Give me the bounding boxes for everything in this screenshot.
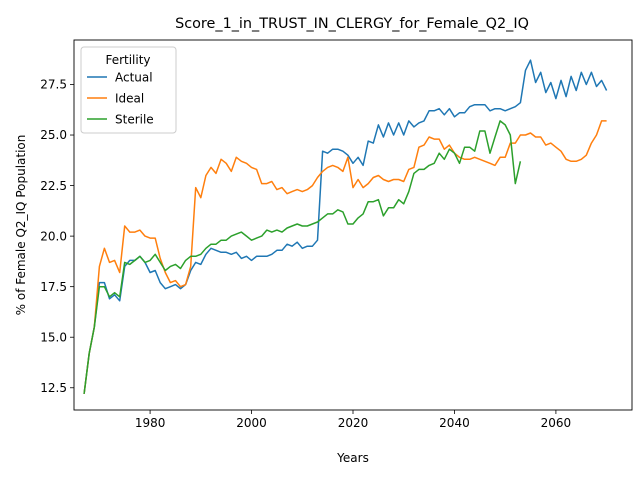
- legend-title: Fertility: [105, 53, 150, 67]
- legend-label-ideal: Ideal: [115, 92, 144, 106]
- legend: Fertility Actual Ideal Sterile: [80, 46, 177, 134]
- y-tick-label: 25.0: [40, 128, 67, 142]
- x-tick-label: 2060: [541, 416, 572, 430]
- legend-label-sterile: Sterile: [115, 113, 154, 127]
- y-axis-label: % of Female Q2_IQ Population: [14, 135, 28, 316]
- legend-box: [80, 46, 177, 134]
- y-tick-label: 17.5: [40, 280, 67, 294]
- y-axis: 12.5 15.0 17.5 20.0 22.5 25.0 27.5: [40, 78, 74, 395]
- x-axis-label: Years: [336, 451, 369, 465]
- plot-area: [83, 59, 608, 394]
- y-tick-label: 12.5: [40, 381, 67, 395]
- chart-title: Score_1_in_TRUST_IN_CLERGY_for_Female_Q2…: [175, 16, 529, 32]
- x-tick-label: 2000: [236, 416, 267, 430]
- x-tick-label: 2040: [439, 416, 470, 430]
- x-axis: 1980 2000 2020 2040 2060: [135, 410, 571, 430]
- y-tick-label: 20.0: [40, 229, 67, 243]
- legend-label-actual: Actual: [115, 71, 153, 85]
- series-line-ideal: [83, 120, 607, 394]
- series-line-actual: [83, 59, 608, 394]
- x-tick-label: 1980: [135, 416, 166, 430]
- x-tick-label: 2020: [338, 416, 369, 430]
- series-line-sterile: [83, 120, 522, 394]
- y-tick-label: 15.0: [40, 330, 67, 344]
- y-tick-label: 22.5: [40, 179, 67, 193]
- y-tick-label: 27.5: [40, 78, 67, 92]
